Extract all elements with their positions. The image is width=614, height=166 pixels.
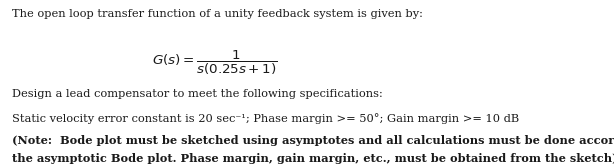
Text: $G(s) = \dfrac{1}{s(0.25s + 1)}$: $G(s) = \dfrac{1}{s(0.25s + 1)}$ <box>152 49 278 77</box>
Text: the asymptotic Bode plot. Phase margin, gain margin, etc., must be obtained from: the asymptotic Bode plot. Phase margin, … <box>12 153 614 164</box>
Text: (Note:  Bode plot must be sketched using asymptotes and all calculations must be: (Note: Bode plot must be sketched using … <box>12 135 614 146</box>
Text: Design a lead compensator to meet the following specifications:: Design a lead compensator to meet the fo… <box>12 89 383 99</box>
Text: Static velocity error constant is 20 sec⁻¹; Phase margin >= 50°; Gain margin >= : Static velocity error constant is 20 sec… <box>12 113 519 124</box>
Text: The open loop transfer function of a unity feedback system is given by:: The open loop transfer function of a uni… <box>12 9 423 19</box>
